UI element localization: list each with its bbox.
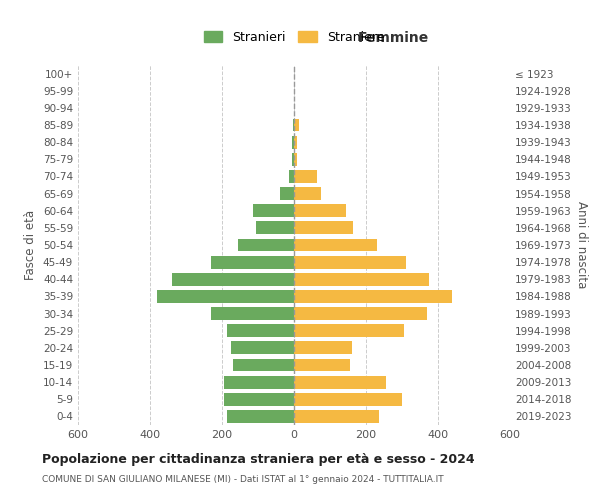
Bar (294, 410, 379, 423)
Bar (294, 170, 317, 183)
Bar (294, 187, 321, 200)
Bar (294, 273, 429, 285)
Bar (231, 342, 294, 354)
Bar (256, 222, 294, 234)
Bar (294, 153, 297, 166)
Bar (233, 358, 294, 372)
Bar (292, 153, 294, 166)
Bar (224, 393, 294, 406)
Bar (294, 256, 406, 268)
Bar (238, 238, 294, 252)
Bar (211, 256, 294, 268)
Bar (172, 273, 294, 285)
Bar (293, 118, 294, 132)
Bar (211, 307, 294, 320)
Bar (294, 393, 402, 406)
Text: COMUNE DI SAN GIULIANO MILANESE (MI) - Dati ISTAT al 1° gennaio 2024 - TUTTITALI: COMUNE DI SAN GIULIANO MILANESE (MI) - D… (42, 475, 443, 484)
Bar (224, 376, 294, 388)
Bar (294, 222, 353, 234)
Bar (294, 238, 377, 252)
Bar (292, 136, 294, 148)
Bar (294, 324, 404, 337)
Bar (294, 290, 452, 303)
Bar (227, 410, 294, 423)
Bar (294, 342, 352, 354)
Bar (294, 136, 297, 148)
Bar (294, 376, 386, 388)
Text: Popolazione per cittadinanza straniera per età e sesso - 2024: Popolazione per cittadinanza straniera p… (42, 452, 475, 466)
Legend: Stranieri, Straniere: Stranieri, Straniere (197, 24, 391, 50)
Bar (294, 204, 346, 217)
Y-axis label: Anni di nascita: Anni di nascita (575, 202, 588, 288)
Bar (227, 324, 294, 337)
Y-axis label: Fasce di età: Fasce di età (25, 210, 37, 280)
Bar (157, 290, 294, 303)
Bar (289, 170, 294, 183)
Bar (280, 187, 294, 200)
Text: Femmine: Femmine (358, 31, 429, 45)
Bar (294, 307, 427, 320)
Bar (294, 118, 299, 132)
Bar (253, 204, 294, 217)
Bar (294, 358, 350, 372)
